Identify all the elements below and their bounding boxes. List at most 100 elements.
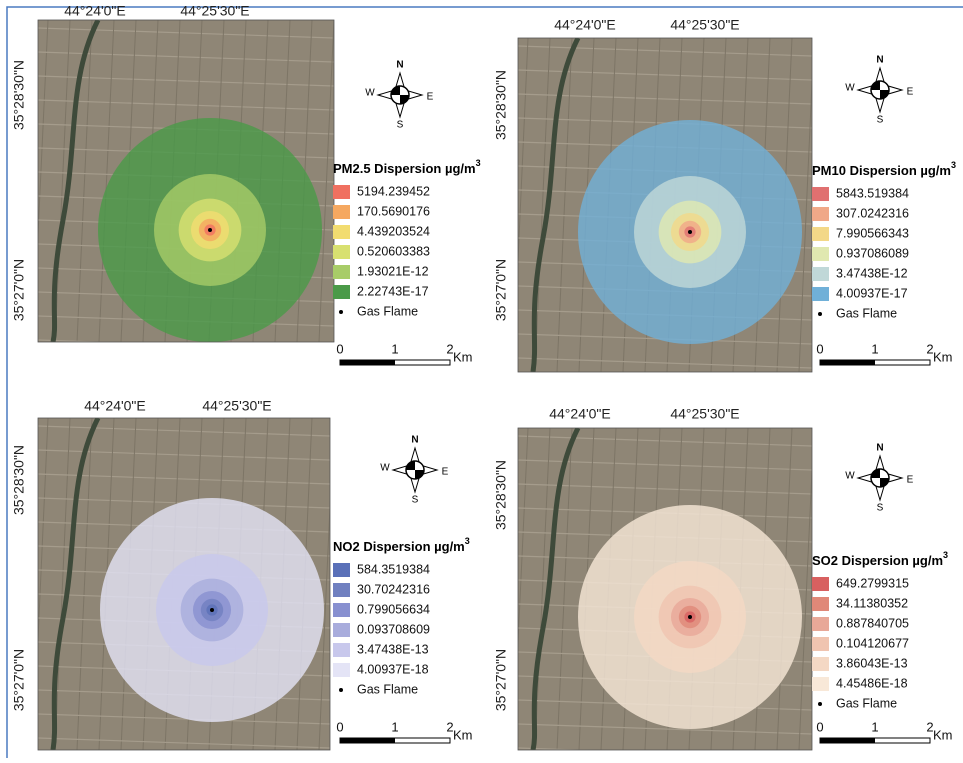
longitude-label: 44°24'0"E: [84, 398, 146, 414]
scale-tick-label: 0: [336, 341, 343, 356]
legend-label: 0.104120677: [836, 636, 909, 650]
longitude-label: 44°25'30"E: [180, 3, 249, 19]
legend-title-sup: 3: [476, 158, 481, 168]
scale-unit: Km: [933, 727, 953, 742]
legend-swatch: [812, 187, 829, 201]
compass-east: E: [442, 467, 449, 478]
legend-swatch: [333, 205, 350, 219]
legend-swatch: [333, 603, 350, 617]
map-image: [513, 38, 814, 372]
legend-swatch: [812, 227, 829, 241]
latitude-label: 35°28'30"N: [493, 460, 509, 530]
scale-tick-label: 0: [336, 719, 343, 734]
legend-point: [339, 688, 343, 692]
legend-label: 7.990566343: [836, 226, 909, 240]
legend-title: PM10 Dispersion µg/m3: [812, 160, 956, 178]
scale-tick-label: 1: [391, 341, 398, 356]
compass-south: S: [877, 115, 884, 126]
legend-swatch: [812, 637, 829, 651]
legend-swatch: [812, 207, 829, 221]
latitude-label: 35°27'0"N: [11, 259, 27, 321]
legend-label: 4.439203524: [357, 224, 430, 238]
legend-title-text: NO2 Dispersion µg/m: [333, 539, 465, 554]
gas-flame: [210, 608, 214, 612]
legend-title: PM2.5 Dispersion µg/m3: [333, 158, 481, 176]
legend-label: 5194.239452: [357, 184, 430, 198]
legend-label: 4.45486E-18: [836, 676, 908, 690]
latitude-label: 35°28'30"N: [11, 60, 27, 130]
legend-title-text: PM10 Dispersion µg/m: [812, 163, 951, 178]
scale-unit: Km: [933, 349, 953, 364]
legend-label: 5843.519384: [836, 186, 909, 200]
legend-point: [818, 312, 822, 316]
compass-west: W: [845, 471, 855, 482]
legend-swatch: [812, 657, 829, 671]
legend-swatch: [333, 265, 350, 279]
compass-west: W: [380, 463, 390, 474]
legend-label: 3.47438E-13: [357, 642, 429, 656]
legend-title-text: SO2 Dispersion µg/m: [812, 553, 943, 568]
legend-label: 34.11380352: [836, 596, 908, 610]
legend-label: 0.887840705: [836, 616, 909, 630]
latitude-label: 35°27'0"N: [493, 259, 509, 321]
compass-east: E: [427, 92, 434, 103]
legend-label: 649.2799315: [836, 576, 909, 590]
longitude-label: 44°24'0"E: [64, 3, 126, 19]
legend-label: 0.520603383: [357, 244, 430, 258]
legend-swatch: [812, 247, 829, 261]
scale-tick-label: 0: [816, 341, 823, 356]
legend-title-sup: 3: [943, 550, 948, 560]
scale-unit: Km: [453, 727, 473, 742]
scale-tick-label: 1: [871, 341, 878, 356]
map-image: [33, 418, 334, 750]
legend-point-label: Gas Flame: [357, 304, 418, 318]
legend-label: 0.093708609: [357, 622, 430, 636]
legend-swatch: [812, 267, 829, 281]
longitude-label: 44°25'30"E: [670, 406, 739, 422]
legend-swatch: [333, 185, 350, 199]
map-image: [33, 20, 334, 350]
longitude-label: 44°25'30"E: [670, 17, 739, 33]
legend-label: 4.00937E-18: [357, 662, 429, 676]
legend-title-sup: 3: [465, 536, 470, 546]
legend-swatch: [812, 617, 829, 631]
legend-swatch: [333, 643, 350, 657]
legend-label: 0.799056634: [357, 602, 430, 616]
compass-west: W: [365, 88, 375, 99]
compass-south: S: [877, 503, 884, 514]
legend-point: [818, 702, 822, 706]
legend-point-label: Gas Flame: [836, 696, 897, 710]
legend-label: 170.5690176: [357, 204, 430, 218]
scale-tick-label: 1: [391, 719, 398, 734]
legend-swatch: [812, 577, 829, 591]
gas-flame: [688, 615, 692, 619]
scale-bar-black: [340, 738, 395, 743]
legend-swatch: [812, 677, 829, 691]
scale-bar-black: [340, 360, 395, 365]
compass-north: N: [876, 55, 883, 66]
longitude-label: 44°25'30"E: [202, 398, 271, 414]
longitude-label: 44°24'0"E: [554, 17, 616, 33]
compass-west: W: [845, 83, 855, 94]
latitude-label: 35°27'0"N: [493, 649, 509, 711]
latitude-label: 35°28'30"N: [11, 445, 27, 515]
legend-label: 584.3519384: [357, 562, 430, 576]
legend-point-label: Gas Flame: [836, 306, 897, 320]
longitude-label: 44°24'0"E: [549, 406, 611, 422]
compass-north: N: [396, 60, 403, 71]
legend-title-text: PM2.5 Dispersion µg/m: [333, 161, 476, 176]
map-image: [513, 428, 814, 758]
scale-unit: Km: [453, 349, 473, 364]
legend-swatch: [812, 597, 829, 611]
scale-tick-label: 0: [816, 719, 823, 734]
scale-tick-label: 1: [871, 719, 878, 734]
scale-bar-black: [820, 738, 875, 743]
legend-title: NO2 Dispersion µg/m3: [333, 536, 470, 554]
legend-swatch: [333, 285, 350, 299]
gas-flame: [208, 228, 212, 232]
legend-label: 30.70242316: [357, 582, 430, 596]
legend-label: 0.937086089: [836, 246, 909, 260]
legend-point-label: Gas Flame: [357, 682, 418, 696]
legend-label: 307.0242316: [836, 206, 909, 220]
legend-swatch: [333, 663, 350, 677]
